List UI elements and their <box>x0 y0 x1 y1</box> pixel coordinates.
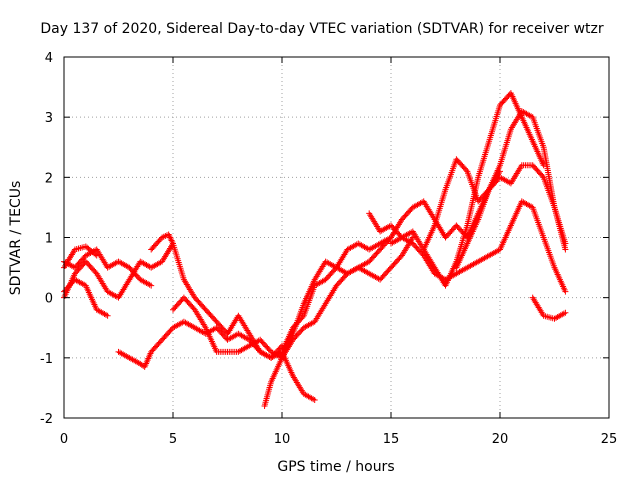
series-arc2 <box>61 246 155 289</box>
y-tick-label: -2 <box>40 412 53 427</box>
data-point <box>540 162 547 169</box>
series-arc3 <box>61 276 111 319</box>
data-point <box>562 309 569 316</box>
data-marks <box>61 90 569 409</box>
y-tick-label: 4 <box>45 51 53 66</box>
series-arc4 <box>61 243 100 271</box>
x-tick-label: 5 <box>169 432 177 447</box>
series-arc8 <box>261 168 503 409</box>
series-arc9 <box>279 348 318 403</box>
series-arc14 <box>529 294 569 322</box>
series-arc12 <box>420 90 547 289</box>
data-point <box>93 252 100 259</box>
x-tick-label: 15 <box>383 432 400 447</box>
x-tick-label: 0 <box>60 432 68 447</box>
y-tick-label: 1 <box>45 232 53 247</box>
series-arc5 <box>115 318 285 370</box>
y-tick-label: 0 <box>45 292 53 307</box>
y-tick-label: 2 <box>45 171 53 186</box>
x-tick-label: 25 <box>601 432 618 447</box>
series-arc13 <box>453 108 569 271</box>
data-point <box>92 251 99 258</box>
data-point <box>562 246 569 253</box>
x-tick-label: 20 <box>492 432 509 447</box>
y-tick-label: 3 <box>45 111 53 126</box>
x-tick-label: 10 <box>274 432 291 447</box>
data-point <box>104 312 111 319</box>
data-point <box>311 396 318 403</box>
data-point <box>539 172 546 179</box>
chart-title: Day 137 of 2020, Sidereal Day-to-day VTE… <box>40 21 604 37</box>
x-axis-label: GPS time / hours <box>277 459 394 475</box>
data-point <box>148 282 155 289</box>
y-tick-label: -1 <box>40 352 53 367</box>
data-point <box>463 166 470 173</box>
data-point <box>562 288 569 295</box>
axis-ticks: 0 5 10 15 20 25 -2 -1 0 1 2 3 4 <box>40 51 617 447</box>
y-axis-label: SDTVAR / TECUs <box>8 181 24 296</box>
